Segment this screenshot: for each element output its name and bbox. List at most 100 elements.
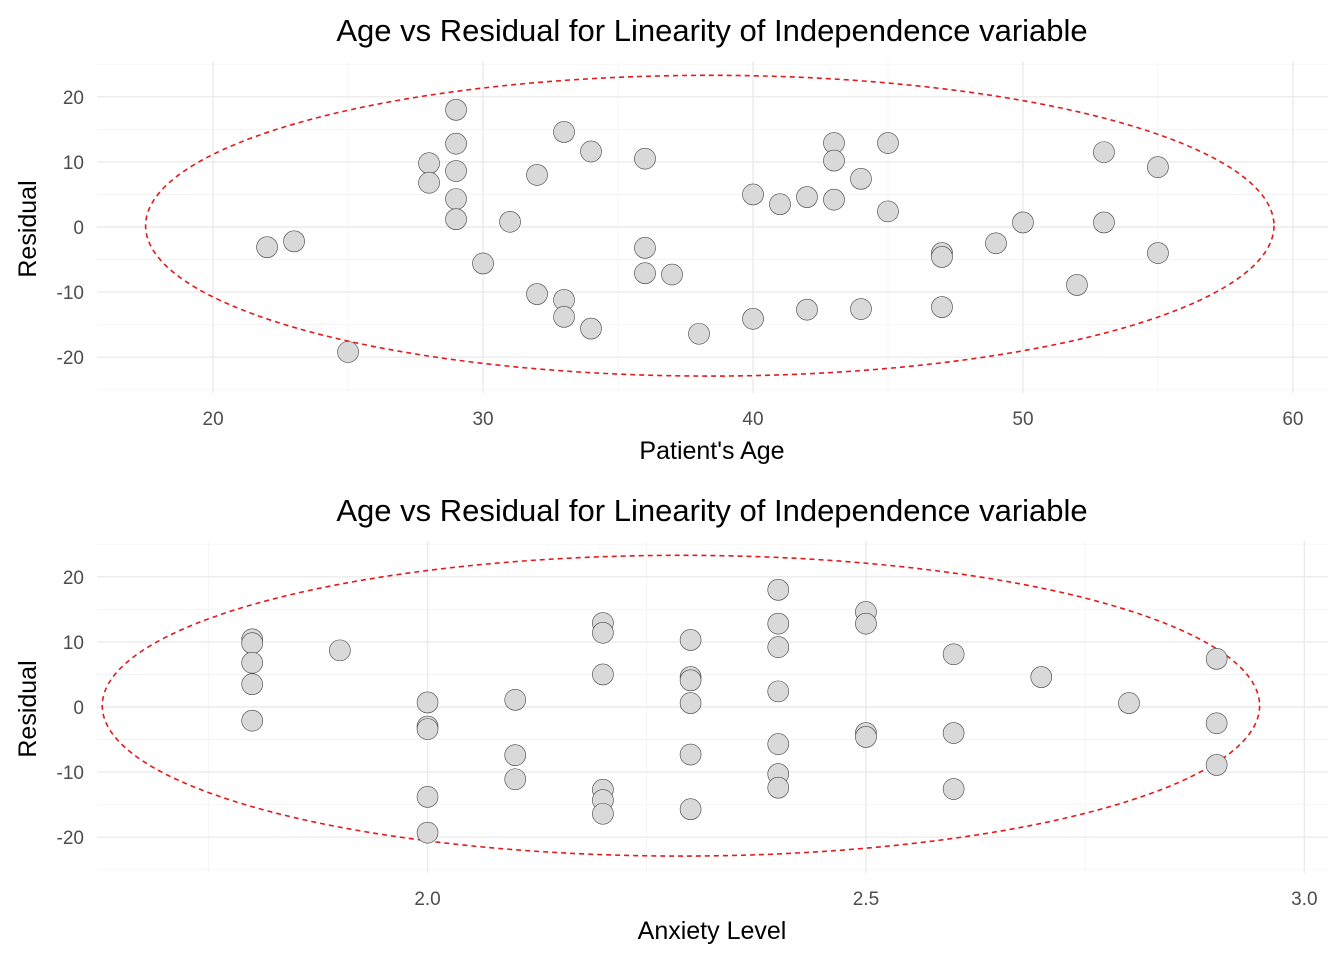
data-point: [850, 298, 872, 320]
data-point: [767, 733, 790, 755]
ellipse-layer: [101, 554, 1261, 857]
data-point: [504, 768, 527, 791]
x-tick-label: 40: [742, 409, 763, 430]
data-point: [418, 171, 440, 194]
data-point: [1093, 141, 1115, 163]
data-point: [241, 709, 263, 732]
grid-layer: [97, 541, 1328, 873]
data-point: [679, 669, 702, 692]
data-point: [472, 252, 494, 275]
data-point: [445, 99, 467, 121]
chart-title: Age vs Residual for Linearity of Indepen…: [336, 13, 1087, 48]
data-point: [241, 673, 263, 696]
data-point: [499, 210, 521, 233]
data-point: [931, 246, 953, 268]
data-point: [1093, 211, 1115, 234]
data-point: [553, 306, 575, 328]
y-tick-label: 0: [73, 218, 84, 239]
y-tick-labels: -20 -10 0 10 20: [57, 88, 84, 369]
data-point: [526, 164, 548, 186]
data-point: [877, 200, 899, 223]
data-point: [445, 208, 467, 230]
y-tick-label: 10: [63, 153, 84, 174]
x-tick-label: 3.0: [1291, 889, 1317, 910]
data-point: [445, 188, 467, 210]
data-point: [1030, 666, 1053, 688]
data-point: [504, 689, 527, 711]
y-tick-label: 10: [63, 633, 84, 654]
chart-patient-age: 20 30 40 50 60 -20 -10 0 10 20 Age vs Residual f…: [14, 13, 1328, 465]
data-point: [767, 612, 790, 635]
data-point: [592, 802, 614, 825]
data-point: [850, 168, 872, 190]
data-point: [742, 183, 764, 206]
data-point: [942, 778, 965, 800]
data-point: [445, 132, 467, 155]
data-point: [580, 317, 602, 340]
points-layer: [256, 99, 1169, 363]
data-point: [416, 821, 439, 844]
data-point: [1205, 648, 1228, 670]
confidence-ellipse: [144, 74, 1275, 377]
data-point: [634, 262, 656, 285]
data-point: [796, 186, 818, 208]
data-point: [767, 579, 790, 601]
data-point: [1066, 274, 1088, 296]
data-point: [679, 743, 702, 766]
y-tick-label: -20: [57, 828, 84, 849]
y-tick-label: 20: [63, 88, 84, 109]
data-point: [823, 149, 845, 172]
data-point: [985, 232, 1007, 255]
x-axis-label: Anxiety Level: [638, 917, 787, 945]
chart-svg: 2.0 2.5 3.0 -20 -10 0 10 20 Age vs Residual fo…: [14, 493, 1328, 945]
data-point: [877, 132, 899, 154]
x-axis-label: Patient's Age: [639, 437, 784, 465]
confidence-ellipse: [101, 554, 1261, 857]
x-tick-label: 30: [472, 409, 493, 430]
data-point: [742, 307, 764, 330]
x-tick-label: 2.5: [853, 889, 879, 910]
data-point: [679, 692, 702, 714]
data-point: [769, 193, 791, 216]
x-tick-label: 50: [1012, 409, 1033, 430]
data-point: [767, 680, 790, 703]
data-point: [942, 643, 965, 666]
data-point: [661, 263, 683, 286]
y-tick-label: -10: [57, 763, 84, 784]
data-point: [418, 152, 440, 175]
data-point: [931, 296, 953, 318]
data-point: [796, 298, 818, 321]
data-point: [283, 230, 305, 253]
data-point: [634, 237, 656, 259]
data-point: [767, 776, 790, 799]
x-tick-label: 2.0: [414, 889, 440, 910]
x-tick-labels: 20 30 40 50 60: [203, 409, 1304, 430]
points-layer: [241, 579, 1228, 844]
y-tick-label: 20: [63, 568, 84, 589]
data-point: [1205, 754, 1228, 776]
y-axis-label: Residual: [14, 180, 42, 277]
data-point: [1147, 156, 1169, 178]
x-tick-label: 60: [1282, 409, 1303, 430]
data-point: [329, 639, 351, 662]
data-point: [592, 621, 614, 644]
ellipse-layer: [144, 74, 1275, 377]
grid-layer: [97, 61, 1328, 393]
data-point: [526, 283, 548, 305]
data-point: [1012, 211, 1034, 234]
data-point: [942, 722, 965, 744]
y-axis-label: Residual: [14, 660, 42, 757]
data-point: [337, 341, 359, 363]
data-point: [241, 651, 263, 674]
data-point: [256, 236, 278, 258]
data-point: [688, 322, 710, 345]
data-point: [241, 632, 263, 655]
y-tick-labels: -20 -10 0 10 20: [57, 568, 84, 849]
data-point: [679, 629, 702, 651]
data-point: [580, 140, 602, 163]
chart-svg: 20 30 40 50 60 -20 -10 0 10 20 Age vs Residual f…: [14, 13, 1328, 465]
y-tick-label: -10: [57, 283, 84, 304]
data-point: [416, 691, 439, 714]
data-point: [416, 718, 439, 740]
chart-title: Age vs Residual for Linearity of Indepen…: [336, 493, 1087, 528]
